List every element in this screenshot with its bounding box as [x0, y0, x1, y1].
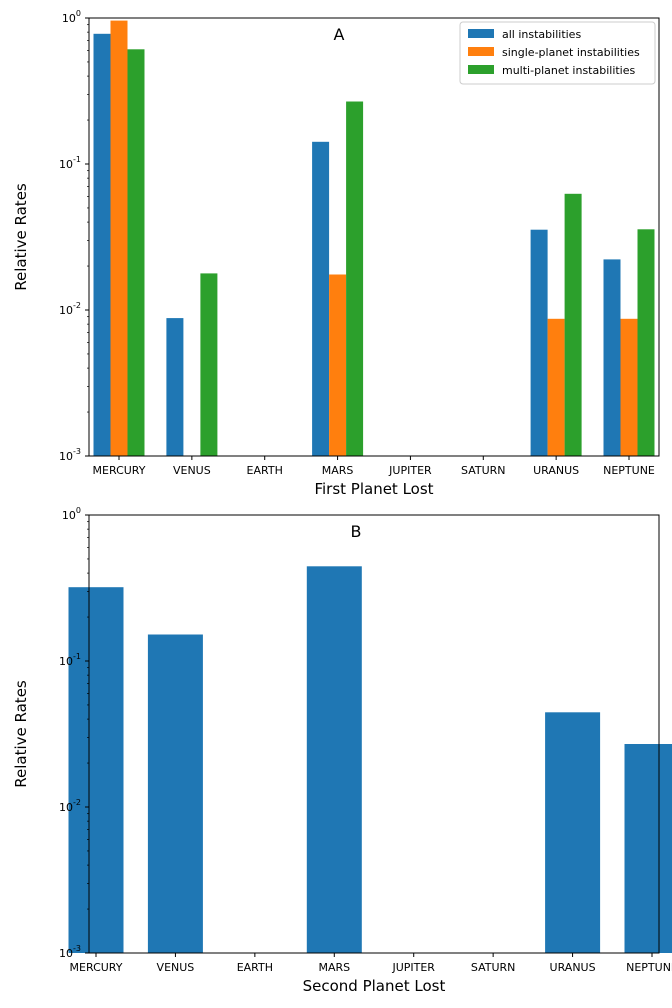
panel-title: B [351, 522, 362, 541]
bar-mercury-s2 [127, 49, 145, 457]
bar-neptune-s1 [620, 318, 638, 456]
x-tick-label: URANUS [550, 961, 596, 974]
x-tick-label: JUPITER [388, 464, 432, 477]
bar-uranus-s0 [545, 712, 601, 953]
x-tick-label: URANUS [533, 464, 579, 477]
y-tick-exponent: -2 [73, 301, 81, 310]
x-axis-label: Second Planet Lost [303, 977, 446, 995]
y-tick-exponent: -2 [73, 798, 81, 807]
y-tick-exponent: -3 [73, 447, 81, 456]
bar-mars-s0 [312, 141, 330, 457]
legend-swatch [468, 65, 494, 74]
y-tick-label: 100 [62, 9, 81, 25]
y-tick-label: 10-2 [59, 301, 81, 317]
x-tick-label: MARS [318, 961, 350, 974]
bar-mars-s1 [329, 274, 347, 456]
axes-frame [88, 514, 660, 954]
x-tick-label: EARTH [247, 464, 283, 477]
y-tick-exponent: 0 [76, 9, 81, 18]
x-axis-label: First Planet Lost [314, 480, 433, 498]
legend-label: single-planet instabilities [502, 46, 640, 59]
panel-title: A [334, 25, 345, 44]
y-tick-label: 100 [62, 506, 81, 522]
x-tick-label: JUPITER [391, 961, 435, 974]
y-tick-label: 10-3 [59, 944, 81, 960]
bar-venus-s0 [166, 318, 184, 456]
y-tick-exponent: -1 [73, 652, 81, 661]
bar-mars-s2 [346, 101, 364, 456]
x-tick-label: MERCURY [93, 464, 146, 477]
y-tick-label: 10-1 [59, 155, 81, 171]
legend-label: multi-planet instabilities [502, 64, 636, 77]
bar-mercury-s1 [110, 20, 128, 456]
legend: all instabilities single-planet instabili… [459, 21, 656, 85]
y-tick-exponent: -3 [73, 944, 81, 953]
legend-box [459, 21, 656, 85]
bar-neptune-s0 [603, 259, 621, 456]
axes-frame [88, 17, 660, 457]
bar-neptune-s2 [637, 229, 655, 456]
bar-neptune-s0 [624, 744, 672, 953]
bar-venus-s0 [147, 634, 203, 953]
y-tick-exponent: -1 [73, 155, 81, 164]
bar-mercury-s0 [68, 587, 124, 953]
x-tick-label: NEPTUNE [603, 464, 655, 477]
bar-venus-s2 [200, 273, 218, 456]
legend-swatch [468, 29, 494, 38]
legend-label: all instabilities [502, 28, 581, 41]
bar-mercury-s0 [93, 33, 111, 457]
y-tick-label: 10-3 [59, 447, 81, 463]
bar-uranus-s1 [547, 318, 565, 456]
chart-panel-a: 10-3 10-2 10-1 100 MERCURY VENUS EARTH MARS JUPI… [12, 9, 660, 498]
x-tick-label: NEPTUNE [626, 961, 672, 974]
y-axis-label: Relative Rates [12, 680, 30, 788]
x-tick-label: VENUS [173, 464, 211, 477]
bar-uranus-s0 [530, 229, 548, 456]
x-tick-label: MERCURY [70, 961, 123, 974]
legend-swatch [468, 47, 494, 56]
bar-uranus-s2 [564, 193, 582, 457]
bar-mars-s0 [306, 566, 362, 953]
x-tick-label: SATURN [461, 464, 506, 477]
x-tick-label: VENUS [157, 961, 195, 974]
x-tick-label: EARTH [237, 961, 273, 974]
x-tick-label: MARS [322, 464, 354, 477]
x-tick-label: SATURN [471, 961, 516, 974]
y-tick-exponent: 0 [76, 506, 81, 515]
y-axis-label: Relative Rates [12, 183, 30, 291]
